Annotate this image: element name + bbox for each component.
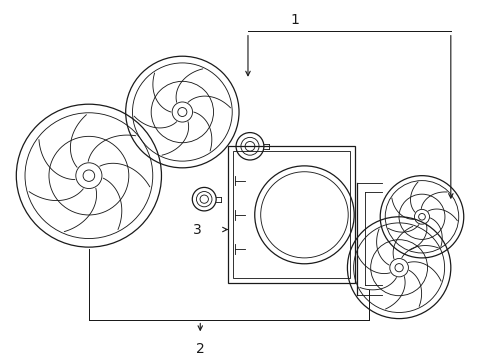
Bar <box>227 146 355 283</box>
Text: 2: 2 <box>196 342 204 356</box>
Text: 3: 3 <box>192 222 201 237</box>
Text: 1: 1 <box>290 13 299 27</box>
Bar <box>233 151 350 279</box>
